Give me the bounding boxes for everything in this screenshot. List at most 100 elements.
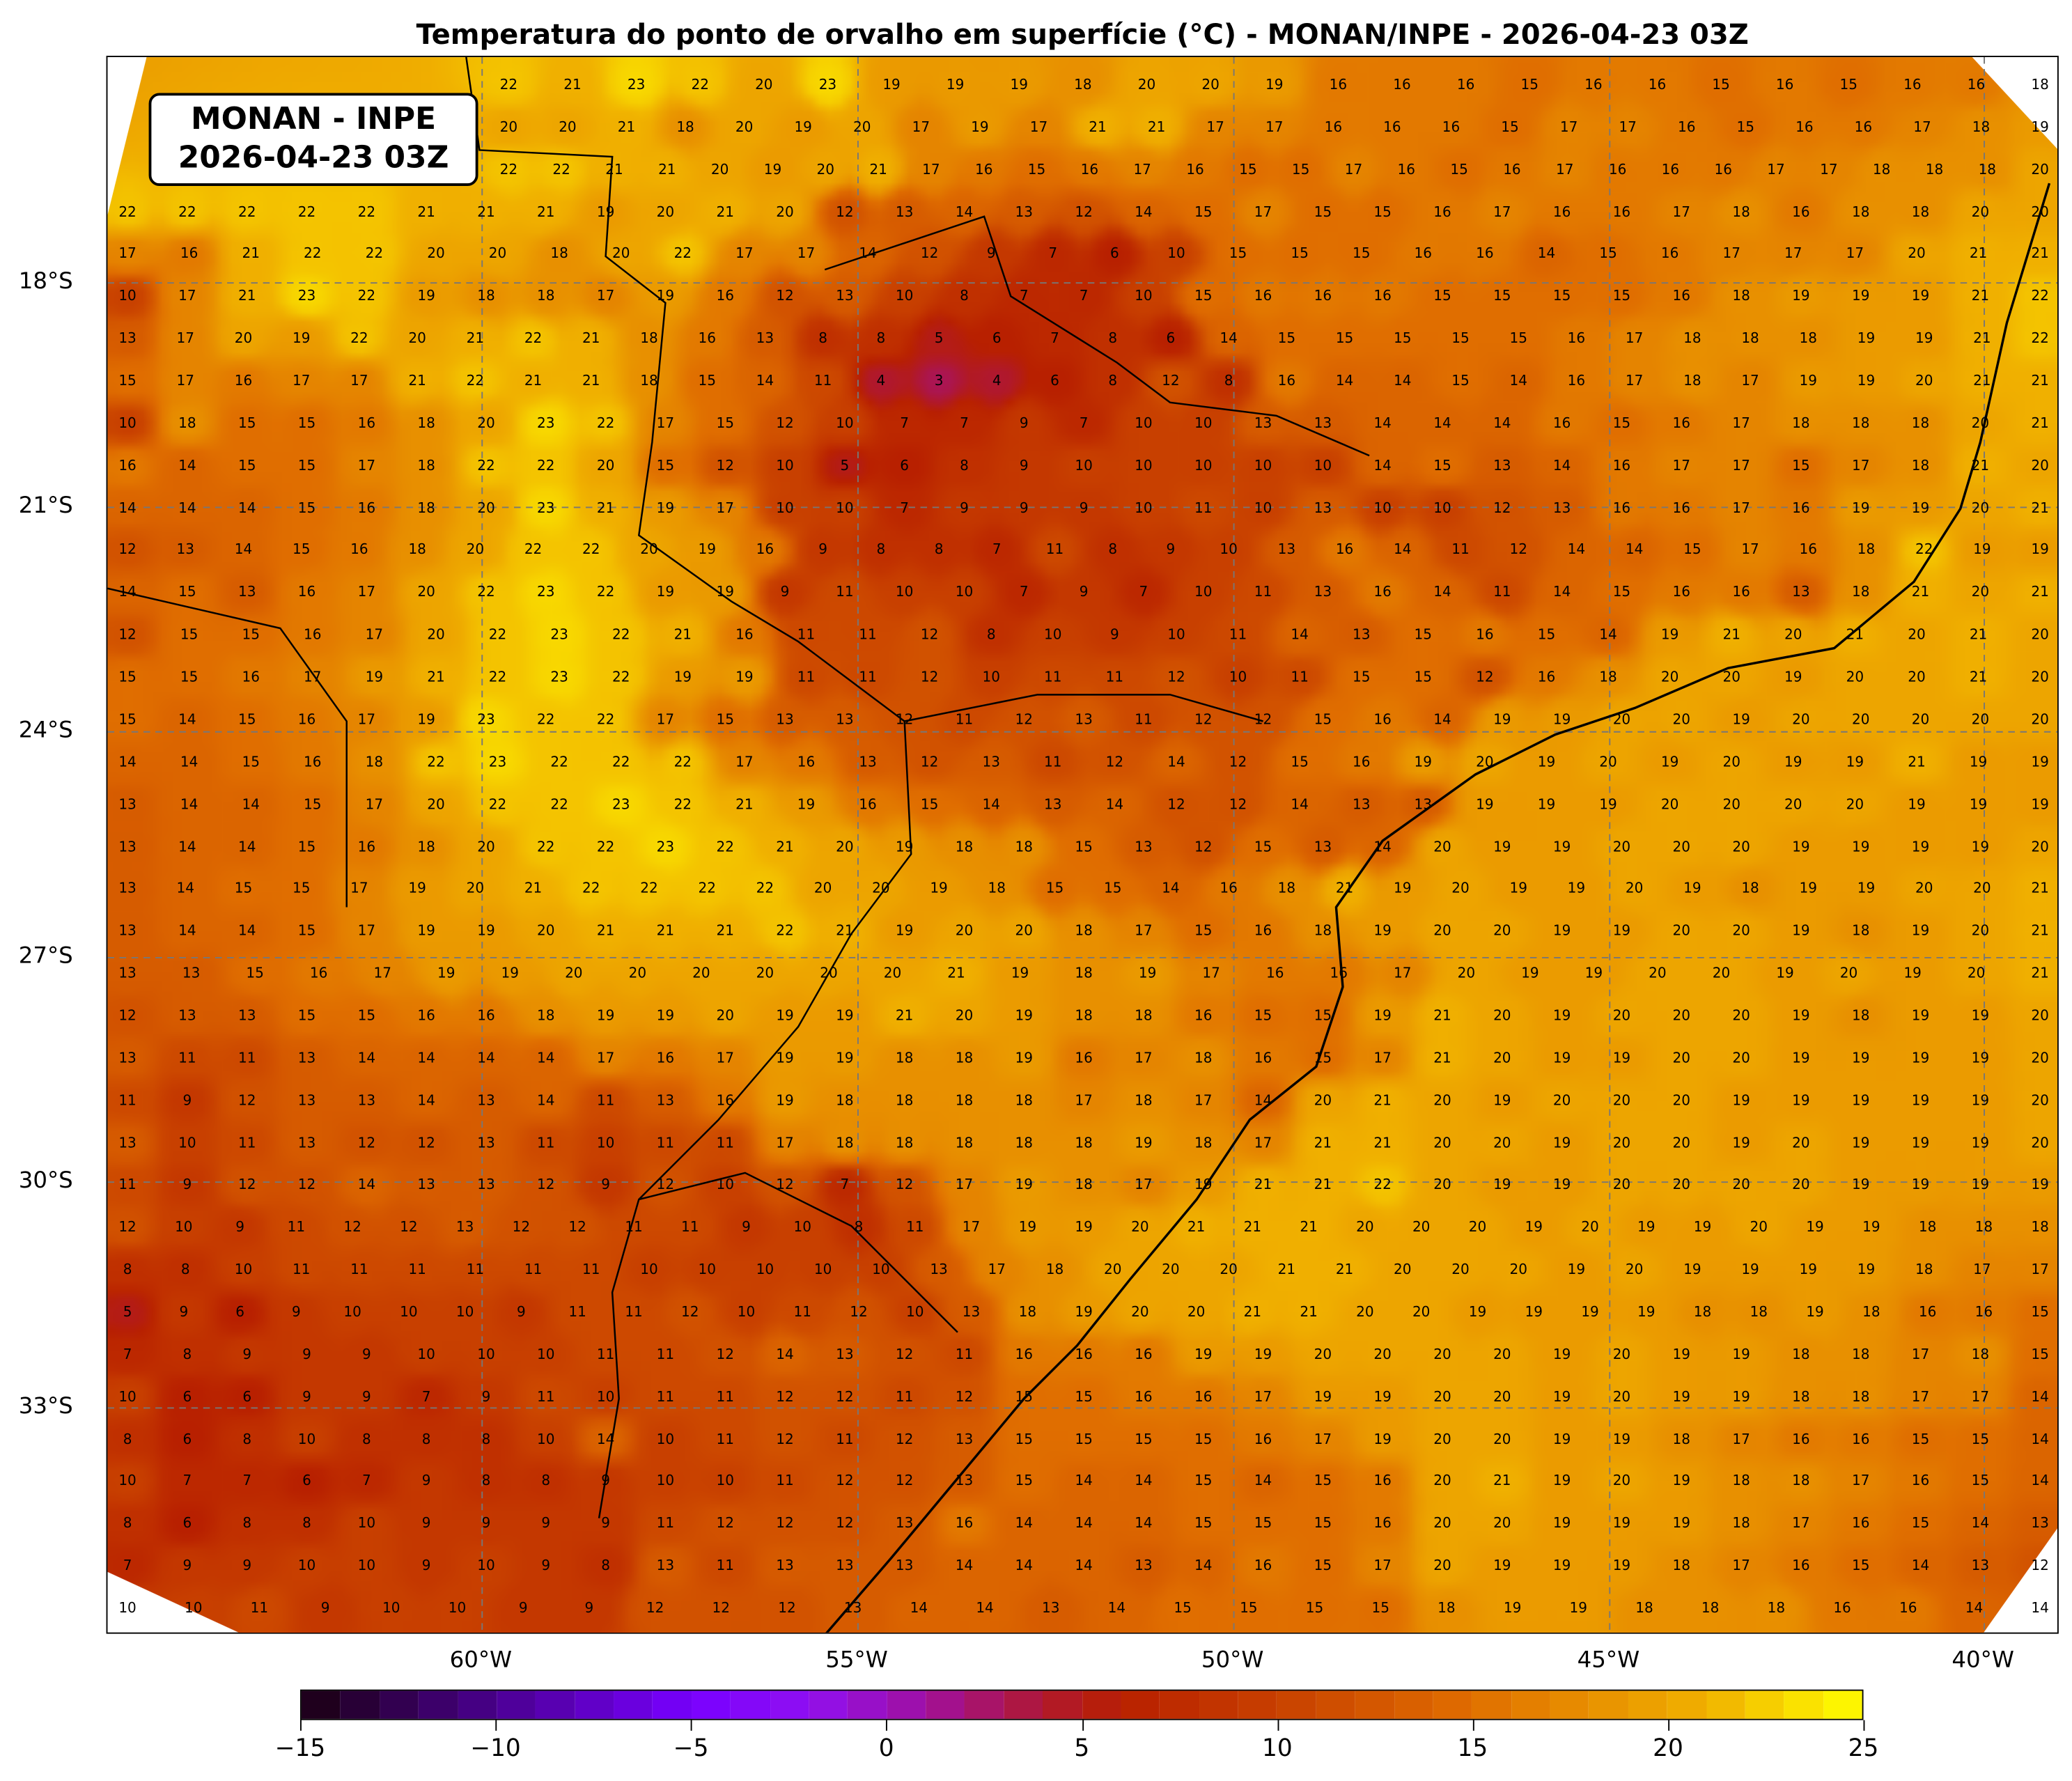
station-value: 19 bbox=[794, 119, 812, 136]
station-value: 19 bbox=[895, 923, 914, 940]
colorbar-tick bbox=[299, 1720, 302, 1731]
station-value: 21 bbox=[408, 373, 426, 389]
station-value: 13 bbox=[656, 1558, 675, 1575]
station-value: 19 bbox=[1660, 754, 1679, 770]
station-value: 19 bbox=[656, 1008, 675, 1025]
logo-line2: 2026-04-23 03Z bbox=[178, 141, 449, 176]
station-value: 16 bbox=[1335, 542, 1354, 559]
station-value: 19 bbox=[1911, 1050, 1930, 1066]
station-value: 18 bbox=[955, 1135, 974, 1151]
station-value: 14 bbox=[178, 500, 196, 517]
station-value: 20 bbox=[955, 923, 974, 940]
station-value: 14 bbox=[1075, 1473, 1093, 1490]
station-value: 15 bbox=[237, 711, 256, 728]
station-value: 14 bbox=[955, 203, 974, 220]
station-value: 19 bbox=[1911, 1092, 1930, 1109]
station-value: 11 bbox=[793, 1304, 812, 1321]
station-value: 15 bbox=[118, 373, 137, 389]
station-value: 16 bbox=[1552, 415, 1571, 432]
station-value: 20 bbox=[477, 839, 495, 855]
station-value: 17 bbox=[357, 711, 376, 728]
station-value: 23 bbox=[550, 627, 568, 644]
station-value: 12 bbox=[776, 1516, 794, 1532]
station-value: 11 bbox=[408, 1261, 426, 1278]
station-value: 20 bbox=[1581, 1220, 1599, 1236]
station-value: 20 bbox=[1660, 669, 1679, 686]
station-value: 9 bbox=[302, 1389, 311, 1406]
station-value: 18 bbox=[1314, 923, 1332, 940]
station-value: 20 bbox=[710, 162, 729, 178]
station-value: 20 bbox=[1908, 246, 1926, 263]
station-value: 21 bbox=[2031, 246, 2049, 263]
station-value: 19 bbox=[1672, 1389, 1691, 1406]
station-value: 14 bbox=[1135, 1516, 1153, 1532]
station-value: 21 bbox=[477, 203, 495, 220]
colorbar-tick bbox=[1277, 1720, 1279, 1731]
station-value: 17 bbox=[1851, 1473, 1870, 1490]
station-value: 22 bbox=[178, 203, 196, 220]
station-value: 12 bbox=[1194, 711, 1213, 728]
station-value: 21 bbox=[1969, 246, 1988, 263]
station-value: 18 bbox=[408, 542, 426, 559]
station-value: 19 bbox=[1857, 373, 1876, 389]
station-value: 17 bbox=[357, 584, 376, 601]
station-value: 20 bbox=[816, 162, 835, 178]
station-value: 12 bbox=[1162, 373, 1180, 389]
station-value: 18 bbox=[1750, 1304, 1768, 1321]
station-value: 20 bbox=[836, 839, 854, 855]
station-value: 6 bbox=[1110, 246, 1119, 263]
station-value: 23 bbox=[297, 288, 316, 305]
station-value: 15 bbox=[1305, 1600, 1324, 1617]
station-value: 18 bbox=[477, 288, 495, 305]
station-value: 20 bbox=[1915, 373, 1933, 389]
station-value: 15 bbox=[118, 669, 137, 686]
station-value: 20 bbox=[1493, 1135, 1511, 1151]
station-value: 14 bbox=[1220, 331, 1238, 348]
station-value: 22 bbox=[499, 77, 518, 93]
station-value: 13 bbox=[176, 542, 195, 559]
station-value: 16 bbox=[1792, 500, 1810, 517]
station-value: 20 bbox=[1493, 1008, 1511, 1025]
station-value: 12 bbox=[920, 627, 939, 644]
station-value: 19 bbox=[1792, 839, 1810, 855]
station-value: 10 bbox=[793, 1220, 812, 1236]
station-value: 14 bbox=[1162, 881, 1180, 897]
station-value: 20 bbox=[1433, 1558, 1451, 1575]
station-value: 8 bbox=[818, 331, 828, 348]
station-value: 16 bbox=[1383, 119, 1401, 136]
station-value: 23 bbox=[537, 500, 555, 517]
station-value: 20 bbox=[1451, 1261, 1470, 1278]
station-value: 14 bbox=[2031, 1389, 2049, 1406]
station-value: 19 bbox=[2031, 119, 2049, 136]
station-value: 13 bbox=[477, 1092, 495, 1109]
station-value: 10 bbox=[737, 1304, 756, 1321]
colorbar-level bbox=[1121, 1690, 1160, 1719]
station-value: 18 bbox=[1851, 584, 1870, 601]
station-value: 18 bbox=[1015, 839, 1034, 855]
station-value: 21 bbox=[596, 500, 615, 517]
station-value: 20 bbox=[1451, 881, 1470, 897]
station-value: 20 bbox=[1314, 1092, 1332, 1109]
station-value: 21 bbox=[947, 965, 965, 982]
station-value: 14 bbox=[910, 1600, 928, 1617]
station-value: 19 bbox=[895, 839, 914, 855]
station-value: 20 bbox=[1915, 881, 1933, 897]
station-value: 12 bbox=[1194, 839, 1213, 855]
station-value: 9 bbox=[182, 1177, 192, 1194]
station-value: 9 bbox=[541, 1516, 551, 1532]
station-value: 11 bbox=[1254, 584, 1272, 601]
station-value: 14 bbox=[1254, 1473, 1272, 1490]
station-value: 18 bbox=[1701, 1600, 1720, 1617]
station-value: 21 bbox=[1314, 1135, 1332, 1151]
station-value: 10 bbox=[836, 415, 854, 432]
longitude-label: 60°W bbox=[449, 1647, 513, 1674]
station-value: 20 bbox=[1457, 965, 1476, 982]
station-value: 7 bbox=[992, 542, 1002, 559]
station-value: 21 bbox=[1969, 627, 1988, 644]
station-value: 19 bbox=[1525, 1220, 1543, 1236]
station-value: 22 bbox=[552, 162, 570, 178]
station-value: 23 bbox=[612, 796, 630, 813]
station-value: 22 bbox=[582, 542, 600, 559]
station-value: 19 bbox=[1792, 923, 1810, 940]
station-value: 15 bbox=[1015, 1389, 1034, 1406]
